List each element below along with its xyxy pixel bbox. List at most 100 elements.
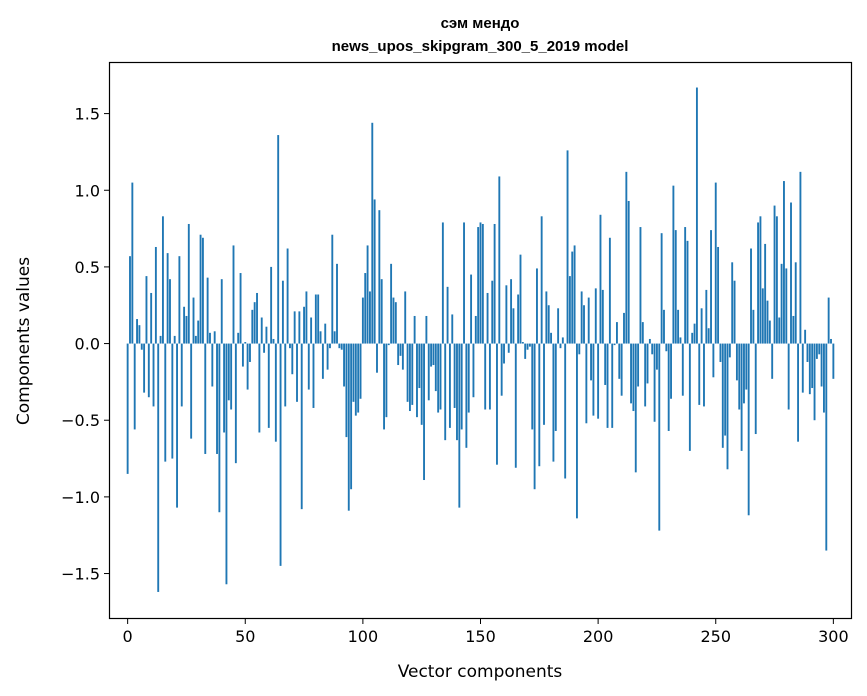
bar-139	[453, 343, 456, 408]
bar-178	[545, 291, 548, 344]
bar-86	[329, 343, 331, 349]
bar-156	[493, 223, 496, 344]
bar-65	[279, 343, 282, 566]
bar-83	[321, 343, 324, 379]
bar-28	[192, 297, 195, 344]
bar-277	[778, 317, 781, 344]
y-tick-label: 1.5	[75, 105, 100, 124]
bar-13	[157, 343, 160, 592]
bar-125	[420, 343, 423, 425]
bar-62	[272, 338, 275, 344]
bar-196	[587, 297, 590, 344]
bar-35	[209, 332, 211, 344]
bar-18	[169, 279, 171, 344]
bar-79	[312, 343, 315, 408]
bar-219	[641, 322, 644, 344]
bar-243	[698, 343, 701, 405]
bar-47	[237, 332, 240, 344]
bar-253	[721, 343, 724, 448]
bar-82	[319, 331, 322, 344]
bar-239	[688, 343, 691, 451]
bar-121	[411, 343, 414, 405]
bar-260	[738, 343, 741, 410]
bar-250	[714, 182, 717, 344]
bar-46	[234, 343, 237, 464]
bar-114	[394, 302, 397, 344]
bar-172	[531, 343, 534, 430]
bar-22	[178, 256, 181, 344]
bar-146	[470, 274, 473, 344]
bar-217	[637, 343, 640, 387]
bar-158	[498, 176, 501, 344]
y-axis-ticks: −1.5 −1.0 −0.5 0.0 0.5 1.0 1.5	[61, 105, 110, 584]
bar-256	[728, 343, 731, 358]
bar-19	[171, 343, 174, 459]
bar-275	[773, 205, 776, 344]
bar-87	[331, 234, 334, 344]
bar-285	[797, 343, 800, 442]
bar-9	[147, 343, 150, 398]
bar-296	[823, 343, 825, 413]
bar-261	[740, 343, 743, 451]
bar-240	[691, 332, 694, 344]
bar-188	[568, 276, 571, 344]
bar-85	[326, 343, 329, 370]
bar-72	[296, 343, 298, 402]
bar-10	[150, 292, 153, 344]
bar-221	[646, 343, 649, 384]
bar-280	[785, 268, 788, 344]
bar-242	[695, 87, 698, 344]
bar-108	[380, 279, 383, 344]
bar-187	[566, 150, 569, 344]
bar-169	[524, 343, 527, 359]
bar-225	[655, 343, 658, 370]
bar-150	[479, 222, 482, 344]
bar-220	[644, 343, 647, 407]
bar-259	[735, 343, 738, 381]
bar-37	[213, 331, 216, 344]
bar-145	[467, 343, 470, 413]
bar-287	[801, 343, 804, 393]
bar-78	[310, 317, 313, 344]
bar-198	[592, 343, 595, 416]
y-tick-label: −1.5	[61, 565, 100, 584]
bar-64	[277, 135, 280, 344]
bar-60	[267, 343, 270, 428]
bar-295	[820, 343, 823, 387]
bar-160	[503, 343, 505, 364]
bar-286	[799, 171, 802, 344]
bar-128	[427, 343, 430, 401]
bar-134	[441, 222, 444, 344]
bar-74	[300, 343, 303, 510]
bar-110	[385, 343, 388, 418]
bar-113	[392, 297, 395, 344]
bar-34	[206, 277, 209, 344]
bar-193	[580, 291, 583, 344]
bar-283	[792, 315, 795, 344]
bar-251	[717, 246, 720, 344]
bar-265	[750, 248, 752, 344]
bar-93	[345, 343, 348, 438]
bar-20	[173, 335, 176, 344]
bar-190	[573, 245, 576, 344]
bar-230	[667, 343, 670, 431]
bar-194	[583, 305, 585, 344]
bar-138	[451, 314, 454, 344]
bar-152	[484, 343, 487, 410]
bar-154	[488, 343, 491, 410]
bar-297	[825, 343, 828, 551]
bar-29	[194, 335, 197, 344]
bar-212	[625, 171, 628, 344]
x-tick-label: 0	[123, 627, 133, 646]
bar-192	[578, 343, 581, 355]
bar-164	[512, 308, 515, 344]
bar-177	[543, 343, 545, 425]
bar-199	[594, 288, 597, 344]
bar-197	[590, 343, 592, 381]
bar-24	[183, 306, 186, 344]
bar-144	[465, 343, 468, 448]
bar-118	[404, 291, 407, 344]
bar-201	[599, 214, 602, 344]
bar-151	[481, 223, 484, 344]
